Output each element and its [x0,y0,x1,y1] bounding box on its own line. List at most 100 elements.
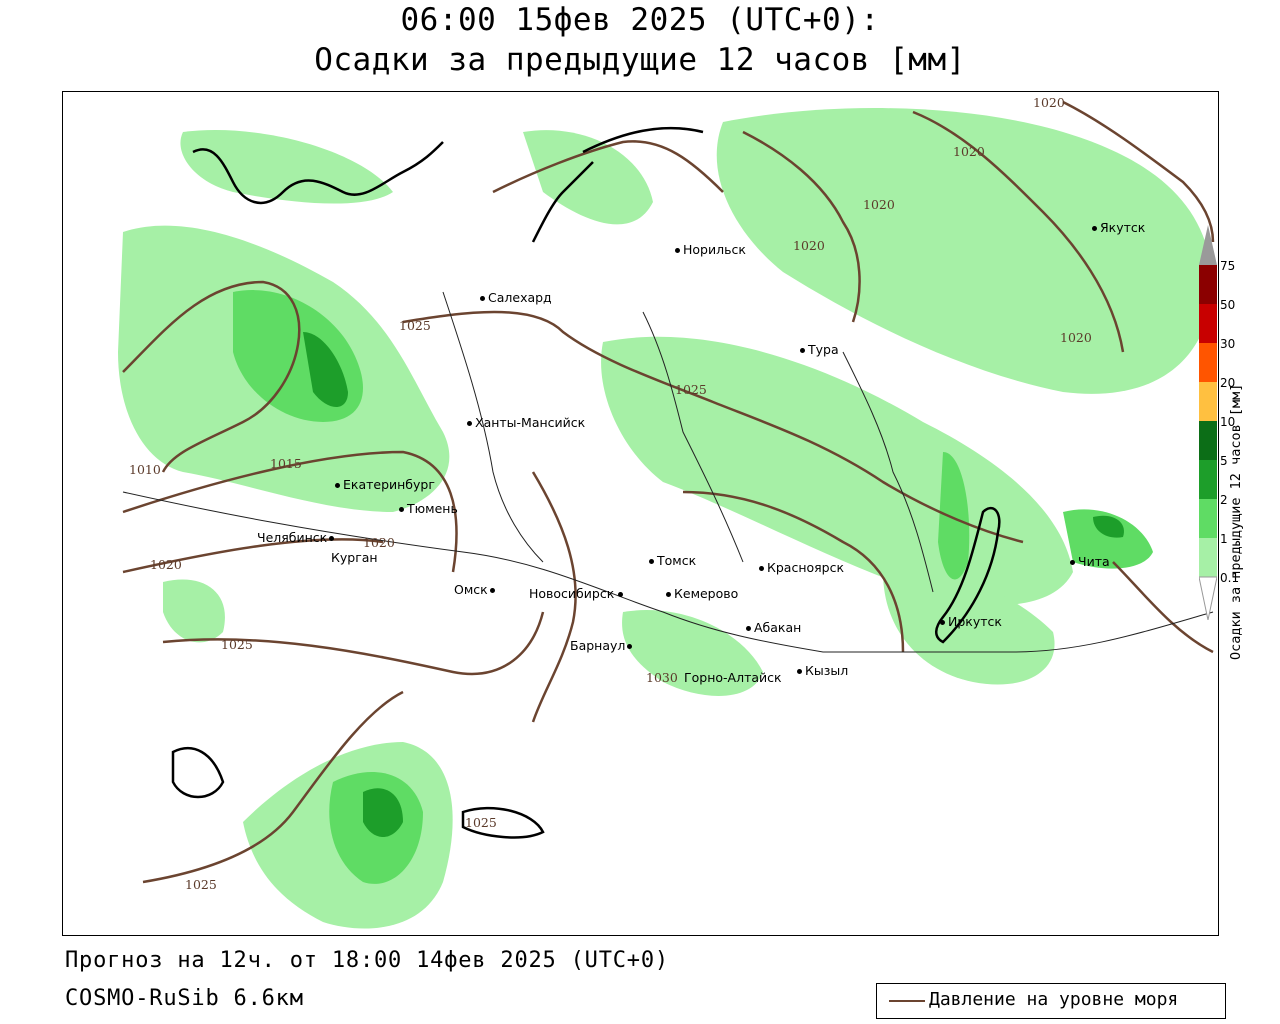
borders [122,291,1214,653]
isobar-line [402,310,1024,544]
city-name: Екатеринбург [343,477,435,492]
legend-label: Давление на уровне моря [929,989,1179,1010]
border-line [442,291,544,563]
colorbar-swatch [1199,499,1217,538]
coastline-yamal [531,161,594,243]
city-label: Норильск [675,242,746,257]
city-marker-icon [399,507,404,512]
precip-area-chita-heavy [1093,515,1124,538]
isobar-line [912,110,1125,353]
coastline-caspian [171,747,225,799]
border-line [642,311,744,563]
colorbar-swatch [1199,460,1217,499]
city-marker-icon [759,566,764,571]
isobar-line [122,280,301,473]
city-name: Тура [808,342,839,357]
city-marker-icon [1092,226,1097,231]
city-marker-icon [489,588,495,593]
isobar-label: 1025 [399,318,431,333]
colorbar-swatch [1199,343,1217,382]
city-marker-icon [746,626,751,631]
precip-area-east [716,108,1213,394]
isobar-line [1062,100,1215,243]
precip-area-sw [163,579,225,643]
city-label: Абакан [746,620,801,635]
city-label: Курган [331,550,378,565]
colorbar [1199,225,1217,620]
city-marker-icon [329,536,335,541]
city-name: Иркутск [948,614,1002,629]
isobar-label: 1020 [1033,95,1065,110]
colorbar-label: 30 [1220,337,1236,351]
city-label: Салехард [480,290,552,305]
city-label: Якутск [1092,220,1145,235]
precip-area-urals-heavy [303,332,348,407]
isobar-line [162,611,545,676]
isobar-label: 1020 [1060,330,1092,345]
isobars [122,100,1215,884]
colorbar-swatch [1199,304,1217,343]
city-name: Норильск [683,242,746,257]
isobar-label: 1020 [793,238,825,253]
isobar-label: 1020 [363,535,395,550]
city-name: Омск [454,582,488,597]
city-name: Красноярск [767,560,845,575]
colorbar-swatch [1199,265,1217,304]
isobar-line [682,490,905,653]
city-name: Кемерово [674,586,739,601]
legend: Давление на уровне моря [876,983,1226,1019]
city-label: Екатеринбург [335,477,435,492]
colorbar-label: 75 [1220,259,1236,273]
city-name: Абакан [754,620,802,635]
isobar-line [122,450,458,573]
colorbar-label: 20 [1220,376,1236,390]
border-line [842,351,934,593]
city-label: Иркутск [940,614,1002,629]
city-marker-icon [797,669,802,674]
city-label: Омск [454,582,498,597]
city-label: Ханты-Мансийск [467,415,585,430]
city-marker-icon [618,592,624,597]
isobar-label: 1025 [185,877,217,892]
city-label: Тура [800,342,839,357]
isobar-label: 1020 [953,144,985,159]
city-label: Кемерово [666,586,738,601]
colorbar-swatch [1199,421,1217,460]
precipitation-map: 1020 1020 1020 1020 1020 1025 1025 1010 … [62,91,1219,936]
colorbar-swatch [1199,382,1217,421]
colorbar-title: Осадки за предыдущие 12 часов [мм] [1228,383,1244,660]
city-marker-icon [627,644,633,649]
lake-baikal [935,506,1001,644]
coastline-north [192,141,444,204]
precip-area-altai [622,610,763,696]
precip-area-baikal-mid [938,452,970,580]
colorbar-label: 50 [1220,298,1236,312]
city-marker-icon [666,592,671,597]
isobar-label: 1025 [221,637,253,652]
city-name: Горно-Алтайск [684,670,782,685]
colorbar-top-arrow [1199,225,1217,265]
city-name: Новосибирск [529,586,615,601]
colorbar-label: 5 [1220,454,1228,468]
isobar-label: 1020 [150,557,182,572]
isobar-label: 1025 [675,382,707,397]
city-label: Новосибирск [529,586,626,601]
colorbar-bottom-arrow [1199,576,1217,620]
city-label: Барнаул [570,638,635,653]
coastline-balkhash [461,806,545,839]
isobar-legend-line-icon [889,1000,925,1002]
city-name: Курган [331,550,378,565]
city-marker-icon [940,620,945,625]
coastlines [171,126,1001,839]
isobar-line [1112,561,1214,654]
city-label: Красноярск [759,560,844,575]
precip-area-south-heavy [363,788,403,837]
map-title: 06:00 15фев 2025 (UTC+0): [400,2,880,38]
city-name: Чита [1078,554,1110,569]
city-marker-icon [649,559,654,564]
forecast-info: Прогноз на 12ч. от 18:00 14фев 2025 (UTC… [65,948,669,973]
isobar-line [742,130,861,323]
city-marker-icon [480,296,485,301]
isobar-label: 1015 [270,456,302,471]
precip-area-baikal [883,570,1055,685]
